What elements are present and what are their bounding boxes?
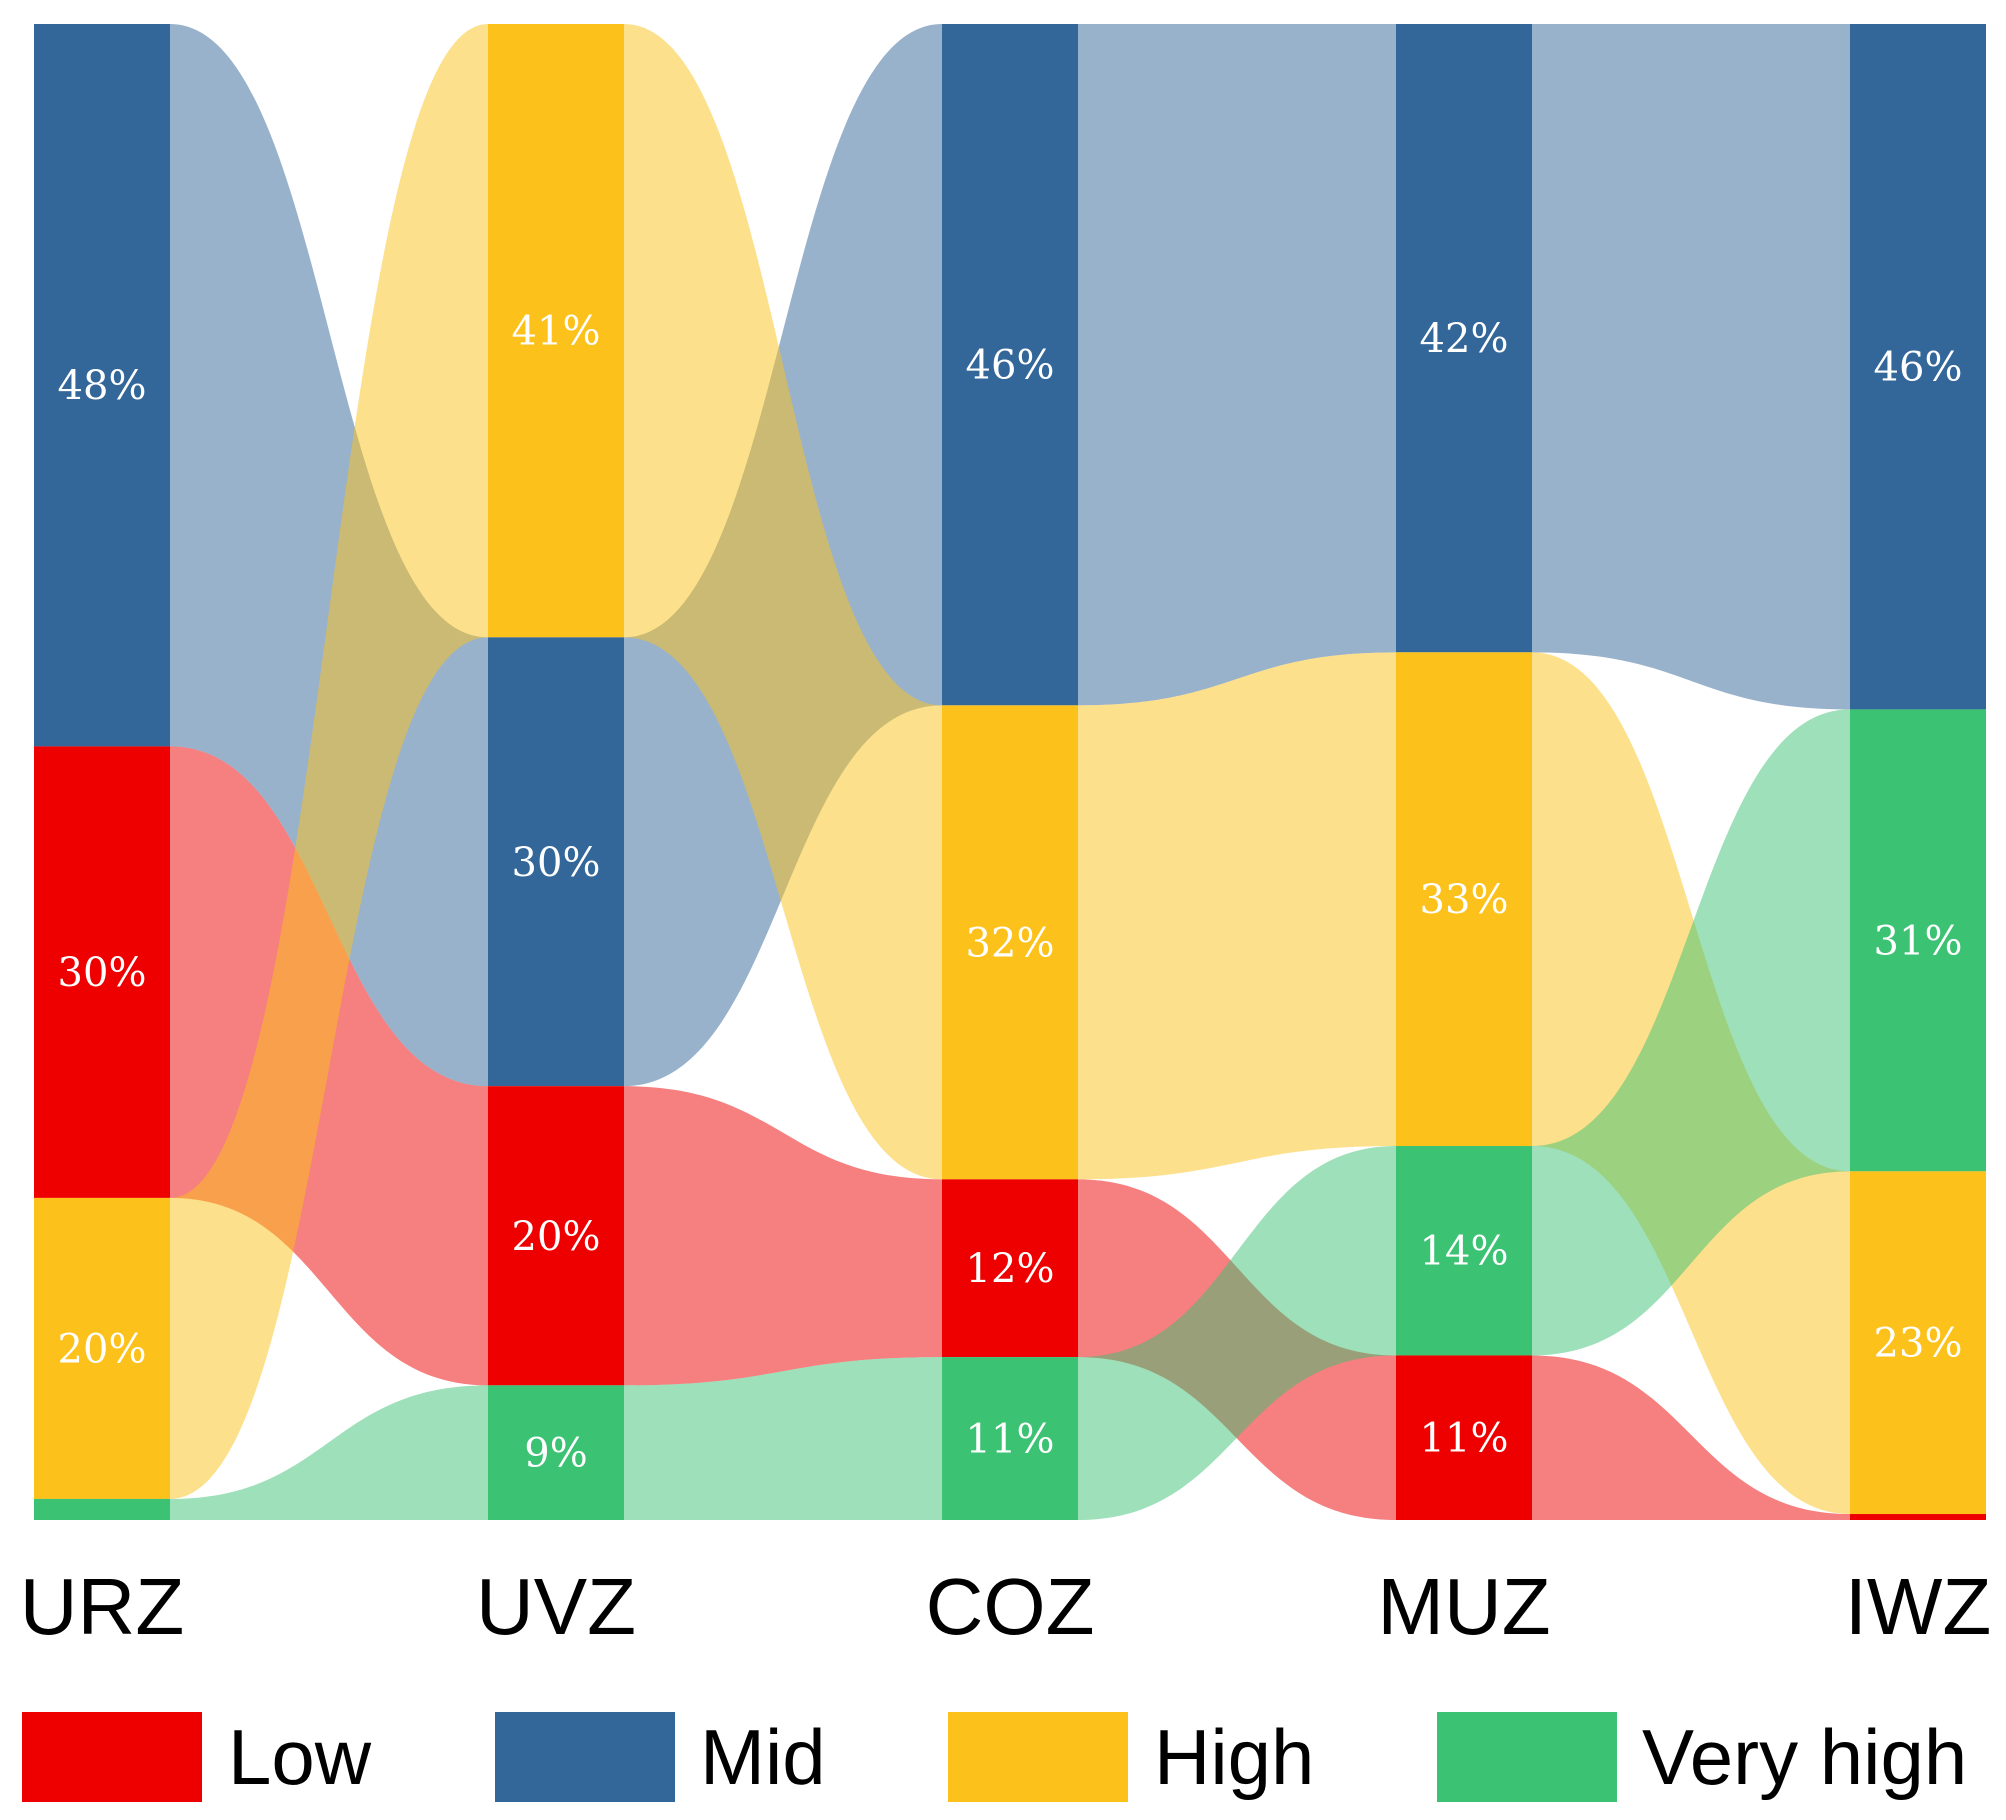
- flow-vhigh-muz-to-iwz: [1532, 709, 1850, 1356]
- label-muz-mid: 42%: [1420, 316, 1509, 362]
- label-coz-low: 12%: [966, 1246, 1055, 1292]
- label-muz-vhigh: 14%: [1420, 1229, 1509, 1275]
- bar-urz-vhigh: [34, 1498, 170, 1520]
- bar-urz-high: [34, 1197, 170, 1499]
- stage-label-muz: MUZ: [1377, 1562, 1550, 1651]
- flow-mid-muz-to-iwz: [1532, 24, 1850, 710]
- label-uvz-high: 41%: [512, 309, 601, 355]
- bar-iwz-mid: [1850, 24, 1986, 710]
- flow-mid-urz-to-uvz: [170, 24, 488, 1087]
- flow-vhigh-uvz-to-coz: [624, 1357, 942, 1520]
- bar-muz-mid: [1396, 24, 1532, 653]
- label-muz-low: 11%: [1420, 1416, 1509, 1462]
- bar-coz-mid: [942, 24, 1078, 706]
- bar-urz-low: [34, 746, 170, 1198]
- legend-swatch-mid: [495, 1712, 675, 1802]
- label-urz-high: 20%: [58, 1326, 147, 1372]
- flow-mid-coz-to-muz: [1078, 24, 1396, 706]
- legend: Low Mid High Very high: [22, 1712, 1967, 1802]
- bar-muz-high: [1396, 652, 1532, 1146]
- bar-uvz-high: [488, 24, 624, 638]
- bar-coz-vhigh: [942, 1357, 1078, 1520]
- label-coz-vhigh: 11%: [966, 1417, 1055, 1463]
- label-iwz-mid: 46%: [1874, 345, 1963, 391]
- stage-label-urz: URZ: [20, 1562, 184, 1651]
- flow-high-coz-to-muz: [1078, 652, 1396, 1180]
- label-uvz-mid: 30%: [512, 840, 601, 886]
- bar-uvz-low: [488, 1086, 624, 1386]
- flow-low-uvz-to-coz: [624, 1086, 942, 1386]
- label-coz-mid: 46%: [966, 343, 1055, 389]
- percent-labels: 48% 30% 20% 41% 30% 20% 9% 46% 32% 12% 11% 42% 33% 14…: [58, 309, 1963, 1477]
- legend-label-vhigh: Very high: [1642, 1713, 1967, 1801]
- flow-vhigh-urz-to-uvz: [170, 1385, 488, 1520]
- flow-low-muz-to-iwz: [1532, 1355, 1850, 1520]
- legend-swatch-low: [22, 1712, 202, 1802]
- legend-label-high: High: [1154, 1713, 1314, 1801]
- label-urz-mid: 48%: [58, 363, 147, 409]
- flow-high-urz-to-uvz: [170, 24, 488, 1499]
- bar-coz-low: [942, 1179, 1078, 1358]
- bar-iwz-low: [1850, 1514, 1986, 1520]
- legend-label-low: Low: [228, 1713, 372, 1801]
- bar-iwz-high: [1850, 1171, 1986, 1515]
- bar-muz-low: [1396, 1355, 1532, 1520]
- flow-high-uvz-to-coz: [624, 24, 942, 1180]
- bar-uvz-mid: [488, 637, 624, 1087]
- legend-label-mid: Mid: [700, 1713, 826, 1801]
- stage-label-uvz: UVZ: [476, 1562, 636, 1651]
- stage-label-iwz: IWZ: [1845, 1562, 1992, 1651]
- stage-axis: URZ UVZ COZ MUZ IWZ: [20, 1562, 1992, 1651]
- bar-iwz-vhigh: [1850, 709, 1986, 1172]
- bar-muz-vhigh: [1396, 1146, 1532, 1356]
- legend-swatch-high: [948, 1712, 1128, 1802]
- bar-uvz-vhigh: [488, 1385, 624, 1520]
- flow-links: [170, 24, 1850, 1520]
- stage-columns: [34, 24, 1986, 1520]
- legend-swatch-vhigh: [1437, 1712, 1617, 1802]
- label-muz-high: 33%: [1420, 877, 1509, 923]
- bar-coz-high: [942, 705, 1078, 1180]
- label-uvz-low: 20%: [512, 1214, 601, 1260]
- label-iwz-high: 23%: [1874, 1321, 1963, 1367]
- stage-label-coz: COZ: [926, 1562, 1095, 1651]
- bar-urz-mid: [34, 24, 170, 747]
- label-iwz-vhigh: 31%: [1874, 918, 1963, 964]
- flow-vhigh-coz-to-muz: [1078, 1146, 1396, 1520]
- label-urz-low: 30%: [58, 950, 147, 996]
- label-uvz-vhigh: 9%: [524, 1431, 587, 1477]
- label-coz-high: 32%: [966, 920, 1055, 966]
